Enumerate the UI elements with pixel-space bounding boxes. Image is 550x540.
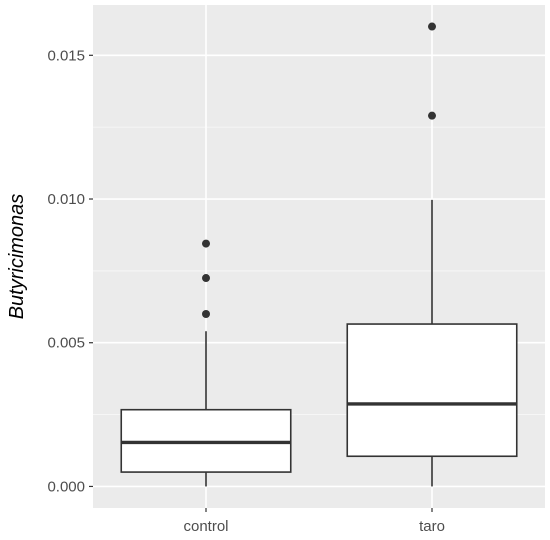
y-axis: 0.000 0.005 0.010 0.015 — [47, 47, 93, 495]
outlier-point — [428, 111, 436, 120]
outlier-point — [202, 309, 210, 318]
y-tick-label: 0.010 — [47, 191, 85, 208]
box-iqr — [346, 323, 518, 458]
y-tick-label: 0.015 — [47, 47, 85, 64]
x-tick-label: control — [183, 518, 228, 535]
y-axis-title: Butyricimonas — [6, 194, 28, 320]
boxes-layer — [120, 22, 518, 487]
x-tick-label: taro — [419, 518, 445, 535]
box-control — [120, 239, 292, 487]
outlier-point — [428, 22, 436, 31]
y-tick-label: 0.000 — [47, 478, 85, 495]
outlier-point — [202, 274, 210, 283]
box-taro — [346, 22, 518, 487]
x-axis: control taro — [183, 508, 445, 535]
y-tick-label: 0.005 — [47, 335, 85, 352]
outlier-point — [202, 239, 210, 248]
